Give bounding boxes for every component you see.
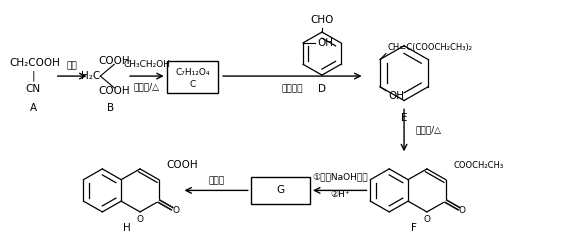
Text: CHO: CHO xyxy=(310,15,334,25)
Text: A: A xyxy=(29,103,37,113)
Text: 一定条件: 一定条件 xyxy=(282,84,303,93)
Text: H: H xyxy=(123,223,131,233)
Text: C: C xyxy=(190,80,195,89)
Text: CN: CN xyxy=(25,84,41,94)
Text: O: O xyxy=(172,206,179,215)
Text: 水解: 水解 xyxy=(66,62,77,71)
Text: CH=C(COOCH₂CH₃)₂: CH=C(COOCH₂CH₃)₂ xyxy=(388,43,473,52)
Text: 浓硫酸: 浓硫酸 xyxy=(208,176,224,185)
Bar xyxy=(251,177,310,204)
Text: H₂C: H₂C xyxy=(81,71,100,81)
Text: ②H⁺: ②H⁺ xyxy=(330,190,350,199)
Text: F: F xyxy=(411,223,417,233)
Text: E: E xyxy=(401,113,407,123)
Text: COOH: COOH xyxy=(98,86,130,96)
Text: ①足量NaOH溶液: ①足量NaOH溶液 xyxy=(312,172,367,181)
Bar xyxy=(166,61,218,93)
Text: O: O xyxy=(459,206,466,215)
Text: 浓硫酸/△: 浓硫酸/△ xyxy=(134,82,160,91)
Text: COOH: COOH xyxy=(167,160,198,170)
Text: COOCH₂CH₃: COOCH₂CH₃ xyxy=(454,161,504,170)
Text: D: D xyxy=(318,84,326,94)
Text: B: B xyxy=(107,103,114,113)
Text: G: G xyxy=(276,185,285,195)
Text: CH₂COOH: CH₂COOH xyxy=(10,58,60,68)
Text: 催化剂/△: 催化剂/△ xyxy=(416,125,442,134)
Text: COOH: COOH xyxy=(98,56,130,66)
Text: OH: OH xyxy=(317,38,333,48)
Text: OH: OH xyxy=(388,91,404,101)
Text: CH₃CH₂OH: CH₃CH₂OH xyxy=(123,60,170,69)
Text: C₇H₁₂O₄: C₇H₁₂O₄ xyxy=(175,68,210,77)
Text: |: | xyxy=(31,71,35,81)
Text: O: O xyxy=(137,215,143,224)
Text: O: O xyxy=(423,215,430,224)
